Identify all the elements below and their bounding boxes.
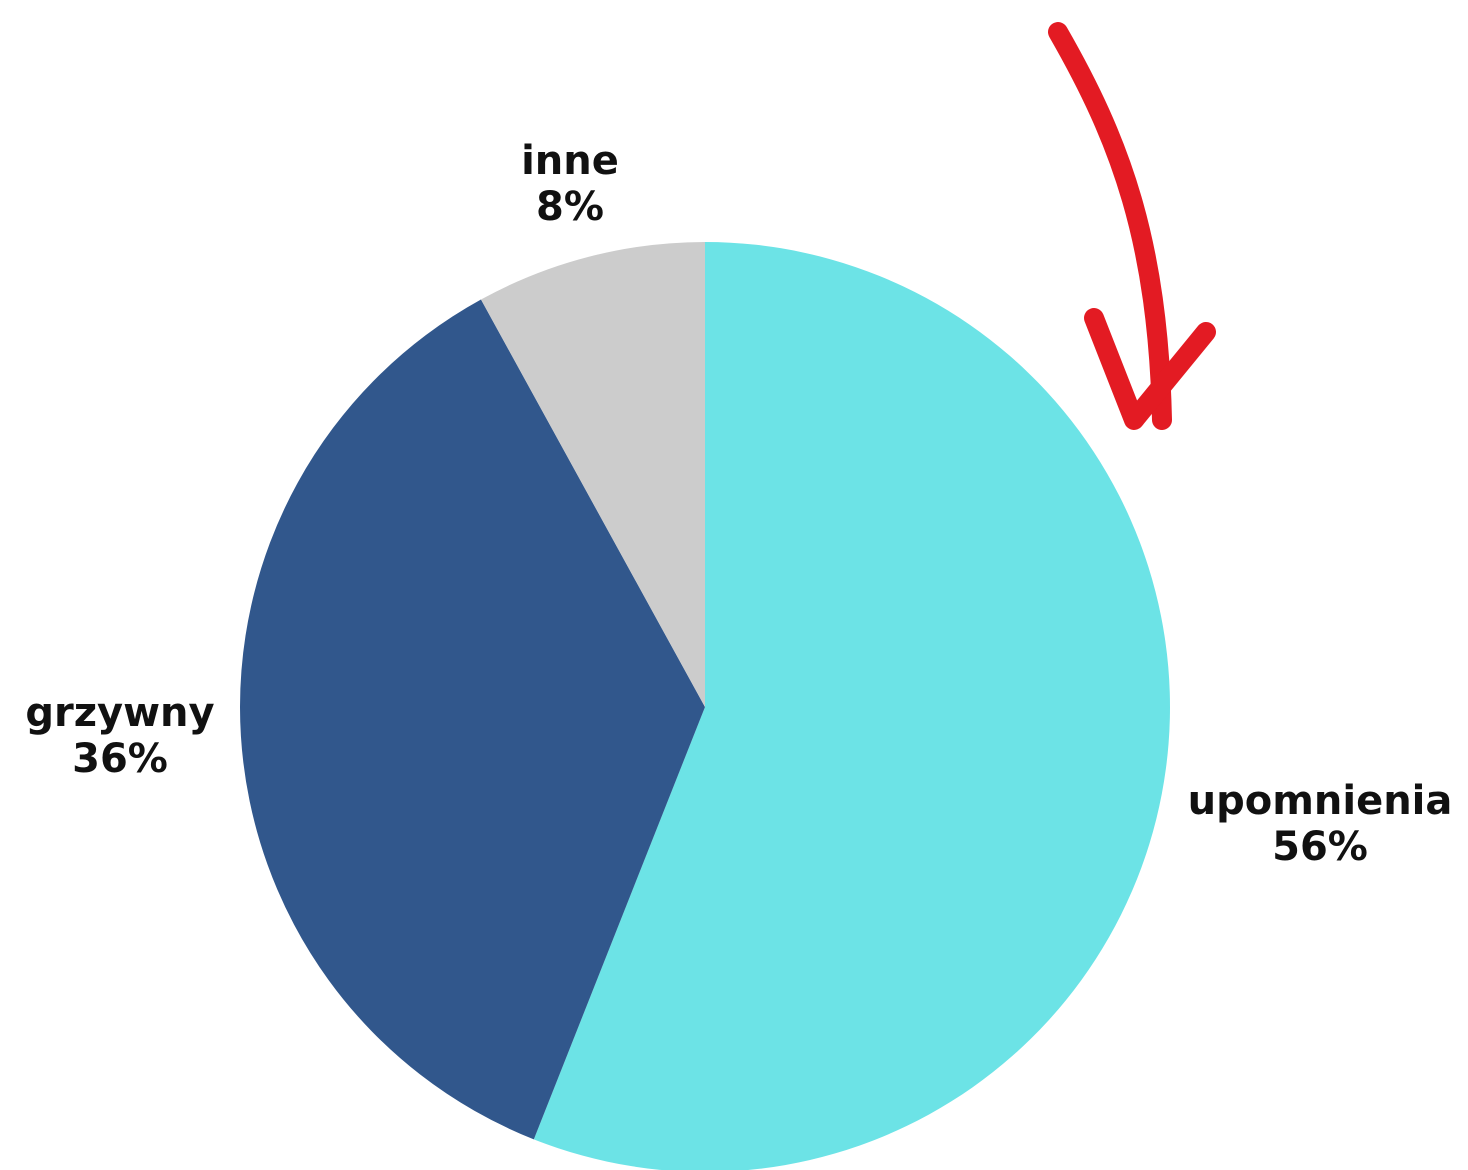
arrow-annotation-icon — [1048, 22, 1216, 430]
slice-label-upomnienia: upomnienia 56% — [1175, 778, 1465, 870]
slice-label-grzywny: grzywny 36% — [10, 690, 230, 782]
pie-slices — [239, 242, 1170, 1170]
arrow-shaft — [1048, 22, 1172, 430]
pie-slice-inne — [480, 242, 705, 707]
pie-slice-grzywny — [239, 299, 705, 1140]
slice-name-upomnienia: upomnienia — [1187, 778, 1453, 824]
slice-label-inne: inne 8% — [470, 138, 670, 230]
pie-slice-upomnienia — [533, 242, 1170, 1170]
slice-value-inne: 8% — [536, 184, 604, 230]
slice-name-grzywny: grzywny — [25, 690, 215, 736]
slice-value-grzywny: 36% — [72, 736, 168, 782]
slice-value-upomnienia: 56% — [1272, 824, 1368, 870]
slice-name-inne: inne — [521, 138, 619, 184]
arrow-head — [1084, 308, 1216, 430]
